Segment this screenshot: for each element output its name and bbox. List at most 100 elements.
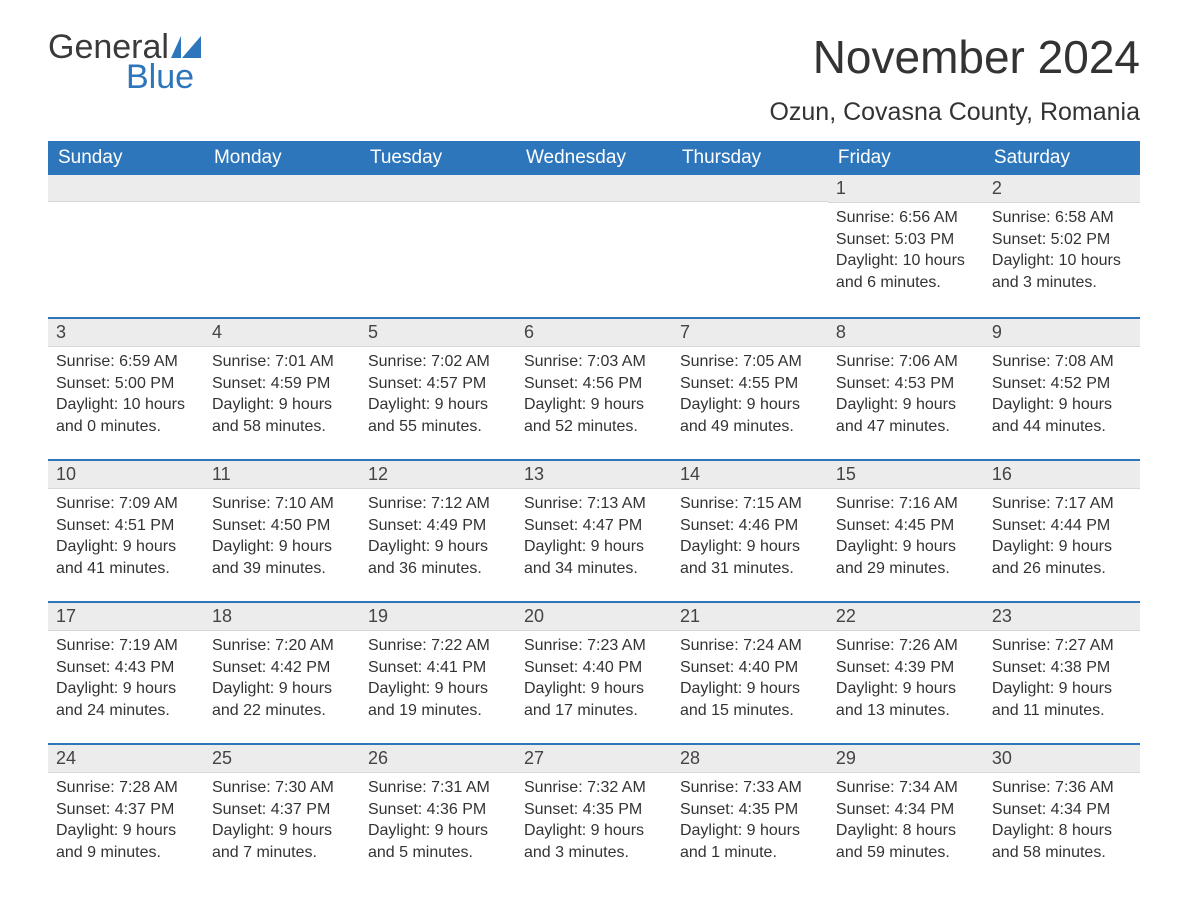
- daylight-line: Daylight: 9 hours and 11 minutes.: [992, 678, 1132, 721]
- sunset-line-label: Sunset:: [368, 801, 427, 818]
- sunrise-line-value: 7:03 AM: [587, 353, 646, 370]
- sunrise-line-value: 7:10 AM: [275, 495, 334, 512]
- calendar-day: 3Sunrise: 6:59 AMSunset: 5:00 PMDaylight…: [48, 317, 204, 459]
- sunrise-line: Sunrise: 7:15 AM: [680, 493, 820, 515]
- daylight-line: Daylight: 9 hours and 24 minutes.: [56, 678, 196, 721]
- daylight-line-label: Daylight:: [680, 822, 747, 839]
- day-number: 12: [360, 459, 516, 489]
- sunset-line: Sunset: 4:52 PM: [992, 373, 1132, 395]
- sunset-line: Sunset: 4:46 PM: [680, 515, 820, 537]
- sunrise-line: Sunrise: 7:27 AM: [992, 635, 1132, 657]
- sunrise-line: Sunrise: 7:28 AM: [56, 777, 196, 799]
- sunset-line-label: Sunset:: [992, 801, 1051, 818]
- sunrise-line: Sunrise: 7:13 AM: [524, 493, 664, 515]
- sunset-line-label: Sunset:: [56, 517, 115, 534]
- calendar-empty: [48, 175, 204, 317]
- day-details: Sunrise: 7:08 AMSunset: 4:52 PMDaylight:…: [984, 347, 1140, 437]
- daylight-line: Daylight: 10 hours and 0 minutes.: [56, 394, 196, 437]
- day-details: Sunrise: 7:05 AMSunset: 4:55 PMDaylight:…: [672, 347, 828, 437]
- day-header: Monday: [204, 141, 360, 175]
- calendar-day: 16Sunrise: 7:17 AMSunset: 4:44 PMDayligh…: [984, 459, 1140, 601]
- day-details: Sunrise: 6:58 AMSunset: 5:02 PMDaylight:…: [984, 203, 1140, 293]
- sunrise-line-value: 7:15 AM: [743, 495, 802, 512]
- sunset-line-label: Sunset:: [524, 659, 583, 676]
- sunrise-line-value: 7:22 AM: [431, 637, 490, 654]
- daylight-line-label: Daylight:: [56, 822, 123, 839]
- calendar-day: 30Sunrise: 7:36 AMSunset: 4:34 PMDayligh…: [984, 743, 1140, 885]
- day-number: 14: [672, 459, 828, 489]
- daylight-line: Daylight: 9 hours and 19 minutes.: [368, 678, 508, 721]
- calendar-day: 25Sunrise: 7:30 AMSunset: 4:37 PMDayligh…: [204, 743, 360, 885]
- sunset-line-label: Sunset:: [836, 231, 895, 248]
- sunset-line-value: 4:52 PM: [1051, 375, 1111, 392]
- sunrise-line-value: 7:19 AM: [119, 637, 178, 654]
- day-details: Sunrise: 7:03 AMSunset: 4:56 PMDaylight:…: [516, 347, 672, 437]
- sunset-line-value: 4:40 PM: [739, 659, 799, 676]
- day-details: Sunrise: 6:56 AMSunset: 5:03 PMDaylight:…: [828, 203, 984, 293]
- calendar-empty: [672, 175, 828, 317]
- sunset-line-label: Sunset:: [992, 517, 1051, 534]
- sunrise-line-label: Sunrise:: [212, 637, 275, 654]
- sunset-line: Sunset: 5:00 PM: [56, 373, 196, 395]
- logo-word-blue: Blue: [126, 60, 201, 94]
- sunset-line-value: 4:40 PM: [583, 659, 643, 676]
- sunrise-line: Sunrise: 7:23 AM: [524, 635, 664, 657]
- daylight-line: Daylight: 9 hours and 55 minutes.: [368, 394, 508, 437]
- sunrise-line: Sunrise: 7:03 AM: [524, 351, 664, 373]
- sunrise-line-label: Sunrise:: [368, 637, 431, 654]
- sunset-line-value: 5:03 PM: [895, 231, 955, 248]
- sunset-line-value: 4:38 PM: [1051, 659, 1111, 676]
- daylight-line: Daylight: 9 hours and 49 minutes.: [680, 394, 820, 437]
- sunrise-line: Sunrise: 7:17 AM: [992, 493, 1132, 515]
- sunset-line: Sunset: 4:34 PM: [992, 799, 1132, 821]
- calendar-week: 1Sunrise: 6:56 AMSunset: 5:03 PMDaylight…: [48, 175, 1140, 317]
- daylight-line-label: Daylight:: [524, 538, 591, 555]
- day-details: Sunrise: 7:19 AMSunset: 4:43 PMDaylight:…: [48, 631, 204, 721]
- day-details: Sunrise: 7:34 AMSunset: 4:34 PMDaylight:…: [828, 773, 984, 863]
- sunset-line-label: Sunset:: [680, 375, 739, 392]
- day-details: Sunrise: 7:27 AMSunset: 4:38 PMDaylight:…: [984, 631, 1140, 721]
- daylight-line-label: Daylight:: [368, 396, 435, 413]
- sunset-line-value: 5:00 PM: [115, 375, 175, 392]
- daylight-line-label: Daylight:: [56, 396, 123, 413]
- sunrise-line-label: Sunrise:: [836, 353, 899, 370]
- sunset-line-value: 4:56 PM: [583, 375, 643, 392]
- sunrise-line-label: Sunrise:: [680, 353, 743, 370]
- calendar-day: 12Sunrise: 7:12 AMSunset: 4:49 PMDayligh…: [360, 459, 516, 601]
- sunrise-line-value: 7:05 AM: [743, 353, 802, 370]
- calendar-day: 27Sunrise: 7:32 AMSunset: 4:35 PMDayligh…: [516, 743, 672, 885]
- sunrise-line-label: Sunrise:: [368, 779, 431, 796]
- sunrise-line: Sunrise: 7:10 AM: [212, 493, 352, 515]
- daylight-line: Daylight: 9 hours and 41 minutes.: [56, 536, 196, 579]
- sunrise-line-label: Sunrise:: [56, 637, 119, 654]
- sunrise-line-value: 7:13 AM: [587, 495, 646, 512]
- daylight-line: Daylight: 8 hours and 59 minutes.: [836, 820, 976, 863]
- day-header: Friday: [828, 141, 984, 175]
- sunset-line: Sunset: 4:42 PM: [212, 657, 352, 679]
- sunrise-line-value: 7:23 AM: [587, 637, 646, 654]
- daylight-line-label: Daylight:: [992, 396, 1059, 413]
- sunrise-line-label: Sunrise:: [524, 353, 587, 370]
- sunset-line: Sunset: 4:44 PM: [992, 515, 1132, 537]
- daylight-line: Daylight: 9 hours and 26 minutes.: [992, 536, 1132, 579]
- daylight-line: Daylight: 9 hours and 29 minutes.: [836, 536, 976, 579]
- sunset-line-label: Sunset:: [212, 375, 271, 392]
- sunset-line: Sunset: 4:37 PM: [212, 799, 352, 821]
- sunrise-line-label: Sunrise:: [524, 495, 587, 512]
- sunset-line-value: 4:39 PM: [895, 659, 955, 676]
- day-details: Sunrise: 7:17 AMSunset: 4:44 PMDaylight:…: [984, 489, 1140, 579]
- sunrise-line-label: Sunrise:: [524, 637, 587, 654]
- sunset-line-label: Sunset:: [524, 801, 583, 818]
- sunset-line: Sunset: 5:03 PM: [836, 229, 976, 251]
- sunrise-line: Sunrise: 7:36 AM: [992, 777, 1132, 799]
- daylight-line: Daylight: 10 hours and 6 minutes.: [836, 250, 976, 293]
- daylight-line-label: Daylight:: [836, 396, 903, 413]
- sunrise-line-label: Sunrise:: [212, 779, 275, 796]
- calendar-week: 3Sunrise: 6:59 AMSunset: 5:00 PMDaylight…: [48, 317, 1140, 459]
- sunset-line: Sunset: 4:37 PM: [56, 799, 196, 821]
- calendar-day: 17Sunrise: 7:19 AMSunset: 4:43 PMDayligh…: [48, 601, 204, 743]
- day-details: Sunrise: 7:10 AMSunset: 4:50 PMDaylight:…: [204, 489, 360, 579]
- sunset-line-label: Sunset:: [992, 375, 1051, 392]
- day-number: 16: [984, 459, 1140, 489]
- sunset-line: Sunset: 4:40 PM: [680, 657, 820, 679]
